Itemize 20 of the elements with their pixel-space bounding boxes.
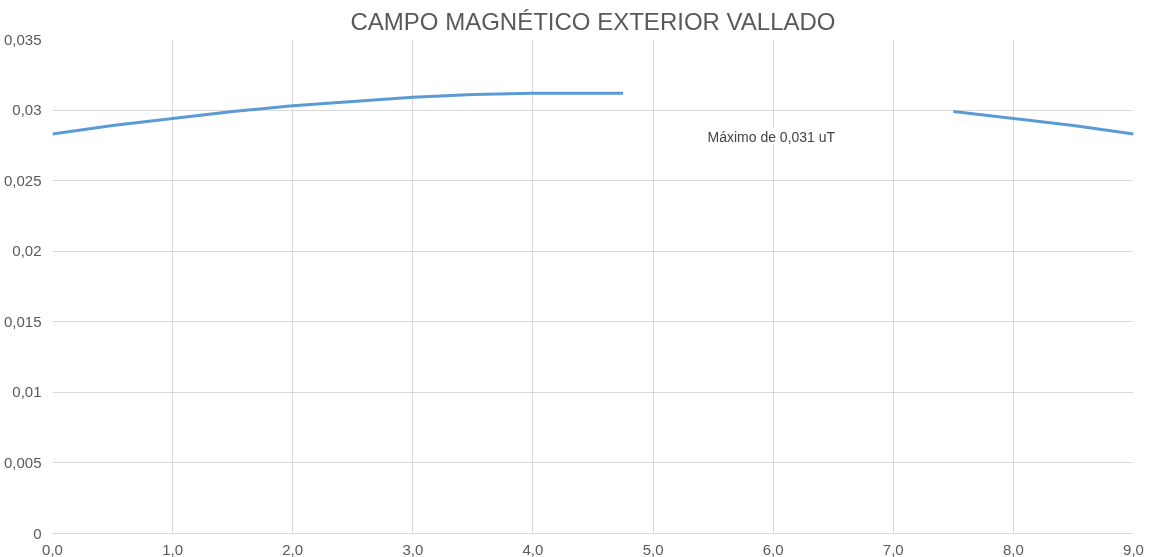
x-tick-label: 6,0 [762,540,784,557]
y-tick-label: 0 [33,524,42,542]
x-tick-label: 8,0 [1002,540,1024,557]
y-tick-label: 0,025 [3,171,42,189]
y-tick-label: 0,02 [12,242,42,260]
y-tick-label: 0,035 [3,30,42,48]
y-tick-label: 0,015 [3,312,42,330]
y-tick-label: 0,01 [12,383,42,401]
x-tick-label: 5,0 [642,540,664,557]
chart-title: CAMPO MAGNÉTICO EXTERIOR VALLADO [350,7,836,35]
annotation: Máximo de 0,031 uT [707,128,836,145]
x-tick-label: 2,0 [282,540,304,557]
y-tick-label: 0,03 [12,101,42,119]
x-tick-label: 9,0 [1123,540,1144,557]
y-tick-label: 0,005 [3,453,42,471]
x-tick-label: 3,0 [402,540,424,557]
x-tick-label: 1,0 [162,540,184,557]
x-tick-label: 7,0 [882,540,904,557]
x-tick-label: 4,0 [522,540,544,557]
x-tick-label: 0,0 [42,540,63,557]
